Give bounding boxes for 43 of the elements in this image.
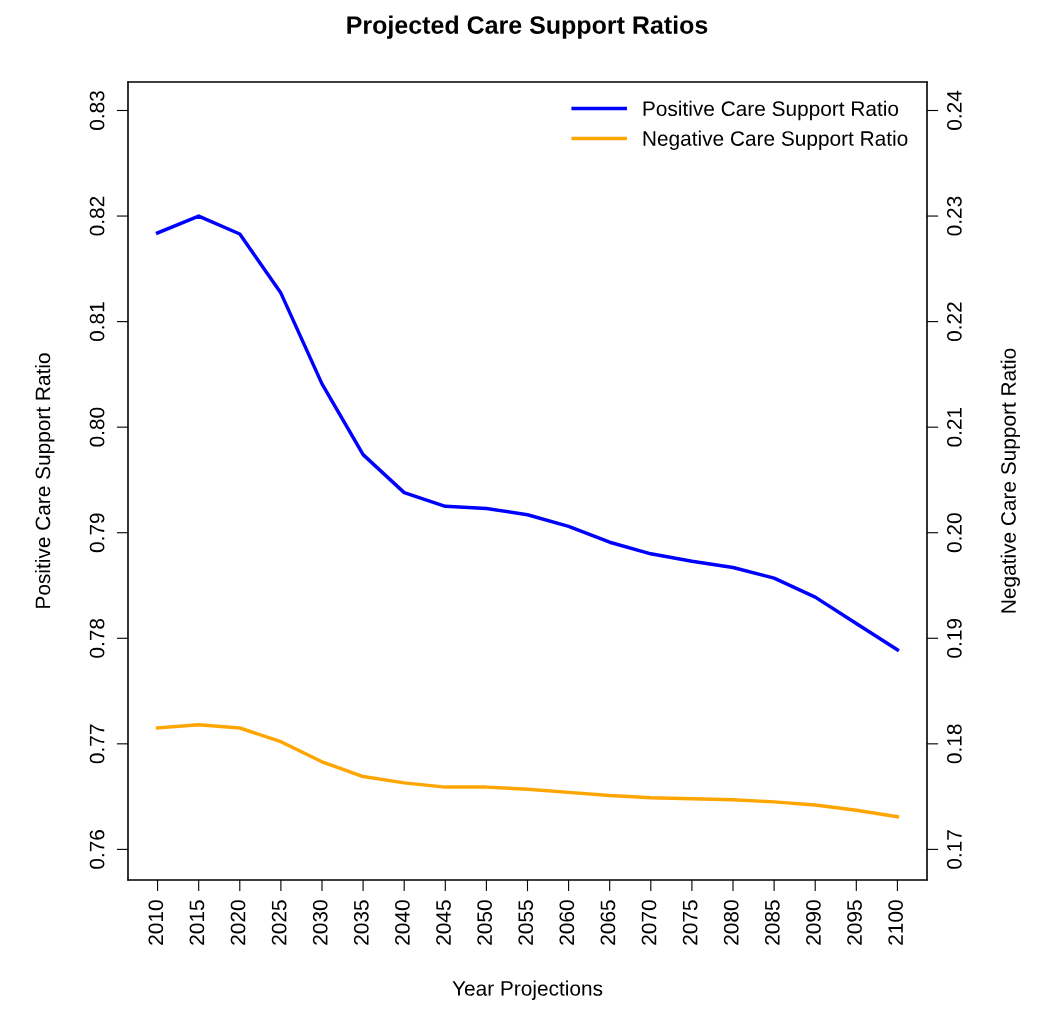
- x-tick-label: 2020: [230, 900, 246, 945]
- y-tick-label: 0.80: [89, 407, 105, 447]
- y-tick-label: 0.82: [89, 196, 105, 236]
- x-tick-label: 2045: [436, 900, 451, 945]
- y2-tick-label: 0.19: [946, 618, 962, 658]
- x-tick-label: 2015: [189, 900, 205, 945]
- y2-tick-label: 0.20: [946, 513, 962, 553]
- line-series: [155, 214, 900, 652]
- y2-tick-label: 0.17: [946, 830, 962, 869]
- y-tick-label: 0.79: [89, 513, 105, 553]
- y2-tick-label: 0.23: [946, 196, 962, 236]
- x-tick-label: 2065: [600, 900, 616, 945]
- x-tick-label: 2025: [271, 900, 287, 945]
- x-tick-label: 2055: [518, 900, 534, 945]
- x-tick-label: 2050: [477, 900, 492, 945]
- x-tick-label: 2040: [395, 900, 410, 945]
- x-tick-label: 2100: [888, 900, 903, 945]
- x-tick-label: 2060: [559, 900, 575, 945]
- x-tick-label: 2030: [312, 900, 328, 945]
- y-tick-label: 0.78: [89, 618, 105, 658]
- x-tick-label: 2090: [806, 900, 821, 945]
- y2-tick-label: 0.24: [946, 90, 962, 130]
- chart-title: Projected Care Support Ratios: [347, 15, 708, 39]
- x-tick-label: 2075: [682, 900, 698, 945]
- x-tick-label: 2080: [723, 900, 739, 945]
- y-tick-label: 0.77: [89, 724, 105, 764]
- x-tick-label: 2035: [353, 900, 369, 945]
- x-tick-label: 2010: [148, 900, 164, 945]
- y-tick-label: 0.83: [89, 91, 105, 130]
- y2-tick-label: 0.21: [946, 407, 962, 447]
- line-series: [155, 723, 900, 819]
- y-tick-label: 0.81: [89, 302, 105, 342]
- x-tick-label: 2070: [641, 900, 657, 945]
- legend-label: Positive Care Support Ratio: [643, 100, 899, 121]
- y-axis-title: Positive Care Support Ratio: [34, 353, 55, 608]
- x-tick-label: 2085: [764, 900, 780, 945]
- y2-tick-label: 0.22: [946, 302, 962, 342]
- x-axis-title: Year Projections: [452, 980, 603, 1000]
- y-tick-label: 0.76: [89, 830, 105, 869]
- x-tick-label: 2095: [847, 900, 862, 945]
- y2-tick-label: 0.18: [946, 724, 962, 764]
- y2-axis-title: Negative Care Support Ratio: [1000, 348, 1021, 613]
- legend-label: Negative Care Support Ratio: [643, 130, 908, 151]
